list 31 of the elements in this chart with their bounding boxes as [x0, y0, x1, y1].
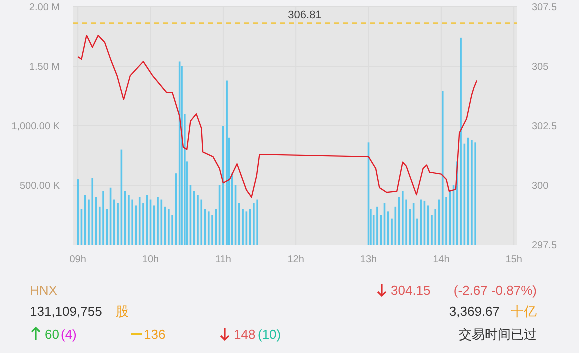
- text: HNX: [30, 283, 58, 298]
- text: 交易时间已过: [459, 327, 537, 342]
- y-tick-label: 500.00 K: [20, 181, 60, 192]
- x-tick-label: 10h: [142, 254, 160, 266]
- x-tick-label: 15h: [506, 254, 522, 266]
- text: 148: [234, 327, 256, 342]
- text: 131,109,755: [30, 304, 102, 319]
- y2-tick-label: 297.5: [532, 240, 558, 252]
- x-tick-label: 11h: [215, 254, 232, 266]
- y2-tick-label: 300: [532, 181, 550, 192]
- line-series: [77, 34, 478, 198]
- text: (10): [258, 327, 282, 342]
- ref-line-label: 306.81: [288, 9, 322, 22]
- y2-tick-label: 302.5: [532, 122, 558, 132]
- text: 十亿: [511, 304, 537, 319]
- x-tick-label: 12h: [288, 254, 304, 266]
- x-tick-label: 14h: [433, 254, 450, 266]
- text: 60: [45, 327, 60, 342]
- text: (4): [61, 327, 77, 342]
- y2-tick-label: 305: [532, 62, 550, 73]
- y-tick-label: 1.50 M: [29, 62, 60, 73]
- y-tick-label: 1,000.00 K: [12, 122, 60, 132]
- text: 304.15: [391, 283, 431, 298]
- x-tick-label: 13h: [360, 254, 378, 266]
- text: (-2.67 -0.87%): [454, 283, 537, 298]
- text: 股: [116, 304, 129, 319]
- text: 3,369.67: [449, 304, 500, 319]
- text: 136: [144, 327, 166, 342]
- x-tick-label: 09h: [70, 254, 86, 266]
- y-tick-label: 2.00 M: [29, 2, 60, 14]
- y2-tick-label: 307.5: [532, 2, 558, 14]
